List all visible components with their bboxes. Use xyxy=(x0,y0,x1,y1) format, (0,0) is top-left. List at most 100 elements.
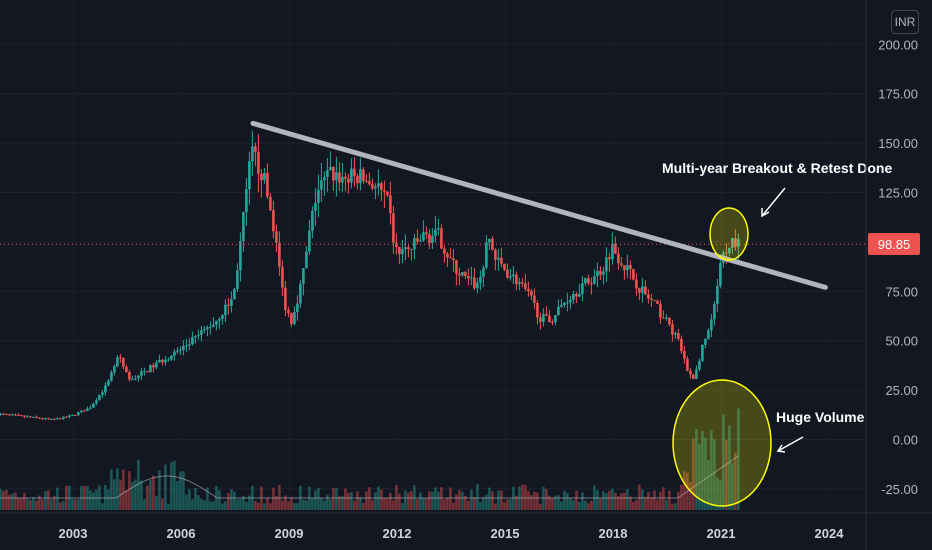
volume-bar xyxy=(29,500,32,510)
candle-body xyxy=(116,357,119,367)
candle-body xyxy=(299,283,302,304)
volume-bar xyxy=(8,494,11,510)
candle-body xyxy=(302,268,305,284)
volume-bar xyxy=(278,484,281,510)
price-axis: 200.00175.00150.00125.00100.0075.0050.00… xyxy=(878,37,918,497)
candle-body xyxy=(503,263,506,270)
volume-bar xyxy=(710,430,713,510)
candle-body xyxy=(548,315,551,322)
candle-body xyxy=(653,299,656,302)
volume-bar xyxy=(653,490,656,510)
candle-body xyxy=(143,371,146,373)
volume-bar xyxy=(566,492,569,510)
volume-bar xyxy=(17,497,20,510)
volume-bar xyxy=(530,495,533,510)
breakout-highlight-circle xyxy=(709,207,749,261)
volume-bar xyxy=(302,499,305,510)
candle-body xyxy=(38,417,41,419)
candle-body xyxy=(569,299,572,303)
volume-bar xyxy=(95,489,98,510)
candle-body xyxy=(530,290,533,296)
volume-bar xyxy=(170,462,173,510)
volume-bar xyxy=(506,499,509,510)
volume-arrow-icon xyxy=(777,436,804,452)
volume-bar xyxy=(632,502,635,510)
volume-bar xyxy=(689,482,692,510)
volume-bar xyxy=(161,498,164,510)
candle-body xyxy=(272,210,275,232)
candle-body xyxy=(128,371,131,380)
volume-bar xyxy=(497,490,500,510)
candle-body xyxy=(167,359,170,361)
volume-bar xyxy=(143,499,146,510)
candle-body xyxy=(665,317,668,319)
volume-bar xyxy=(14,492,17,510)
volume-bar xyxy=(668,490,671,510)
candle-body xyxy=(641,286,644,293)
candle-body xyxy=(50,418,53,420)
volume-bar xyxy=(296,503,299,510)
candle-body xyxy=(509,276,512,278)
candle-body xyxy=(53,418,56,420)
candle-body xyxy=(470,277,473,279)
candle-body xyxy=(110,372,113,381)
candle-body xyxy=(689,370,692,375)
volume-bar xyxy=(101,503,104,510)
volume-bar xyxy=(320,498,323,510)
candle-body xyxy=(329,166,332,171)
candle-body xyxy=(632,269,635,280)
candle-body xyxy=(224,304,227,316)
candle-body xyxy=(728,247,731,254)
candle-body xyxy=(575,293,578,297)
candle-body xyxy=(581,283,584,294)
candle-body xyxy=(317,189,320,203)
candle-body xyxy=(44,418,47,420)
time-tick-label: 2012 xyxy=(383,526,412,541)
candle-body xyxy=(230,299,233,306)
candle-body xyxy=(242,212,245,242)
volume-bar xyxy=(392,500,395,510)
candle-body xyxy=(428,234,431,243)
candle-body xyxy=(683,351,686,359)
volume-bar xyxy=(290,497,293,510)
volume-bar xyxy=(527,491,530,510)
volume-bar xyxy=(716,477,719,510)
candle-body xyxy=(437,228,440,230)
candle-body xyxy=(212,324,215,327)
candle-body xyxy=(356,175,359,184)
currency-button[interactable]: INR xyxy=(891,10,919,34)
candle-body xyxy=(149,365,152,373)
price-tick-label: 175.00 xyxy=(878,87,918,102)
volume-bar xyxy=(491,491,494,510)
candle-body xyxy=(419,240,422,242)
candle-body xyxy=(101,392,104,395)
volume-bar xyxy=(32,497,35,510)
candle-body xyxy=(662,317,665,319)
volume-bar xyxy=(155,495,158,510)
candle-body xyxy=(293,312,296,325)
volume-bar xyxy=(122,469,125,510)
candle-body xyxy=(233,289,236,300)
volume-bar xyxy=(494,503,497,510)
candle-body xyxy=(155,362,158,368)
volume-bar xyxy=(71,499,74,510)
candle-body xyxy=(14,414,17,416)
volume-bar xyxy=(725,439,728,510)
candle-body xyxy=(713,304,716,320)
volume-bar xyxy=(257,502,260,510)
volume-bar xyxy=(548,495,551,510)
time-axis: 2003 2006 2009 2012 2015 2018 2021 2024 xyxy=(59,526,845,541)
grid xyxy=(0,43,866,490)
volume-bar xyxy=(185,494,188,510)
candle-body xyxy=(599,270,602,275)
candle-body xyxy=(251,146,254,162)
volume-bar xyxy=(188,489,191,510)
volume-bar xyxy=(338,496,341,510)
volume-bar xyxy=(464,495,467,510)
candle-body xyxy=(620,263,623,266)
candle-body xyxy=(395,242,398,247)
breakout-arrowhead-icon xyxy=(761,208,770,218)
candle-body xyxy=(26,416,29,418)
volume-bar xyxy=(656,499,659,510)
